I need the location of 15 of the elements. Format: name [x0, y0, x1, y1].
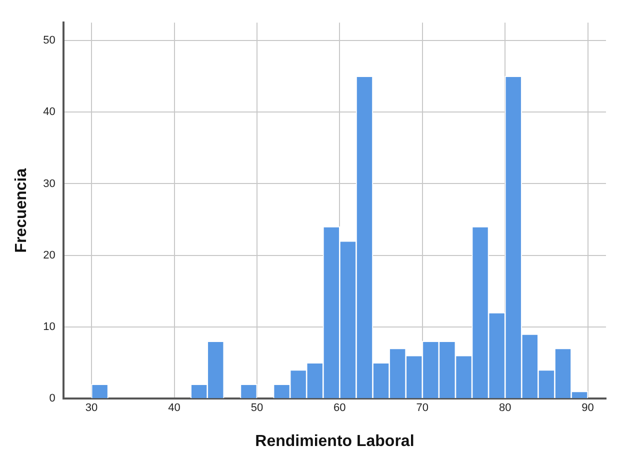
- y-axis-title: Frecuencia: [13, 168, 30, 253]
- y-tick-label: 20: [43, 249, 56, 262]
- x-tick-label: 70: [416, 402, 429, 414]
- x-axis-title: Rendimiento Laboral: [255, 432, 414, 450]
- x-tick-label: 80: [498, 402, 512, 414]
- y-tick-label: 0: [49, 392, 56, 405]
- x-tick-label: 90: [582, 402, 594, 414]
- x-tick-label: 40: [168, 402, 180, 414]
- y-tick-label: 50: [43, 34, 56, 47]
- y-tick-label: 40: [43, 106, 56, 118]
- y-tick-label: 30: [43, 178, 56, 190]
- x-tick-label: 30: [85, 402, 98, 414]
- x-tick-label: 50: [250, 402, 264, 414]
- y-tick-label: 10: [43, 321, 56, 334]
- x-tick-label: 60: [334, 402, 346, 414]
